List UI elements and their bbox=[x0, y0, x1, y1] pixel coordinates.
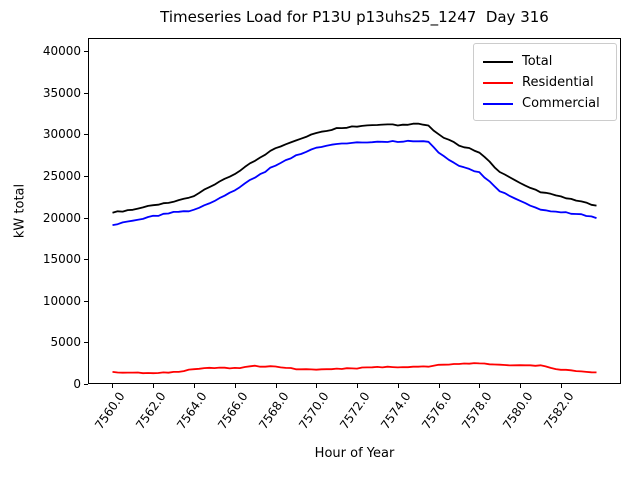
y-tick-label: 20000 bbox=[42, 210, 81, 225]
legend: Total Residential Commercial bbox=[473, 43, 617, 121]
legend-label: Total bbox=[522, 54, 553, 69]
series-line-commercial bbox=[112, 139, 597, 226]
y-tick-label: 25000 bbox=[42, 169, 81, 184]
y-tick-label: 40000 bbox=[42, 44, 81, 59]
axes-frame bbox=[88, 38, 621, 384]
series-line-total bbox=[112, 122, 597, 214]
legend-swatch-residential bbox=[483, 81, 513, 84]
x-axis-label: Hour of Year bbox=[314, 446, 395, 461]
chart-title: Timeseries Load for P13U p13uhs25_1247 D… bbox=[160, 8, 549, 26]
legend-label: Commercial bbox=[522, 96, 600, 111]
legend-swatch-total bbox=[483, 60, 513, 63]
legend-item-total: Total bbox=[483, 51, 607, 72]
series-line-residential bbox=[112, 362, 597, 375]
y-tick-label: 30000 bbox=[42, 127, 81, 142]
y-tick-label: 15000 bbox=[42, 252, 81, 267]
y-tick-label: 0 bbox=[73, 377, 81, 391]
legend-item-residential: Residential bbox=[483, 72, 607, 93]
y-tick-label: 10000 bbox=[42, 293, 81, 308]
legend-item-commercial: Commercial bbox=[483, 93, 607, 114]
y-tick-label: 35000 bbox=[42, 85, 81, 100]
legend-label: Residential bbox=[522, 75, 594, 90]
y-tick-label: 5000 bbox=[50, 335, 81, 350]
legend-swatch-commercial bbox=[483, 102, 513, 105]
